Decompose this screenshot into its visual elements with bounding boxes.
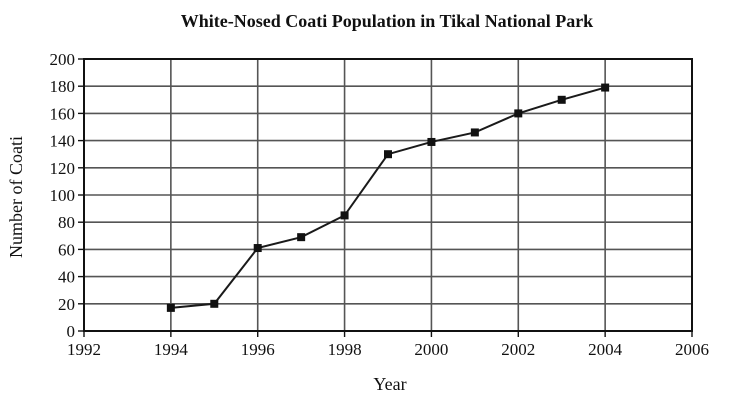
series-line	[170, 86, 606, 309]
chart-title: White-Nosed Coati Population in Tikal Na…	[181, 11, 593, 31]
x-axis-label: Year	[373, 374, 406, 394]
y-tick-label-180: 180	[50, 77, 76, 96]
x-tick-label-1998: 1998	[328, 340, 362, 359]
data-point-1997	[297, 233, 306, 242]
x-tick-label-1994: 1994	[154, 340, 189, 359]
data-point-1995	[210, 299, 219, 308]
y-tick-label-120: 120	[50, 159, 76, 178]
x-tick-label-2004: 2004	[588, 340, 623, 359]
y-axis-label: Number of Coati	[6, 136, 26, 258]
grid	[83, 58, 693, 332]
data-point-2000	[427, 137, 436, 146]
data-point-1998	[340, 211, 349, 220]
x-tick-label-1996: 1996	[241, 340, 275, 359]
data-points	[166, 83, 610, 312]
data-point-2001	[470, 128, 479, 137]
data-point-1999	[384, 150, 392, 159]
axis-ticks: 1992 1994 1996 1998 2000 2002 2004 2006 0 20 40 60 8…	[50, 50, 710, 359]
data-point-2002	[514, 109, 523, 118]
y-tick-label-200: 200	[50, 50, 76, 69]
data-point-1996	[253, 244, 262, 253]
y-tick-label-80: 80	[58, 213, 75, 232]
data-point-1994	[166, 303, 175, 312]
y-tick-label-40: 40	[58, 268, 75, 287]
x-tick-label-2002: 2002	[501, 340, 535, 359]
plot-area-border	[83, 58, 693, 332]
data-point-2004	[601, 83, 610, 92]
data-point-2003	[557, 95, 566, 104]
y-tick-label-160: 160	[50, 104, 76, 123]
y-tick-label-60: 60	[58, 240, 75, 259]
y-tick-label-100: 100	[50, 186, 76, 205]
y-tick-label-20: 20	[58, 295, 75, 314]
x-tick-label-2006: 2006	[675, 340, 709, 359]
x-tick-label-1992: 1992	[67, 340, 101, 359]
y-tick-label-0: 0	[67, 322, 76, 341]
x-tick-label-2000: 2000	[414, 340, 448, 359]
y-tick-label-140: 140	[50, 132, 76, 151]
